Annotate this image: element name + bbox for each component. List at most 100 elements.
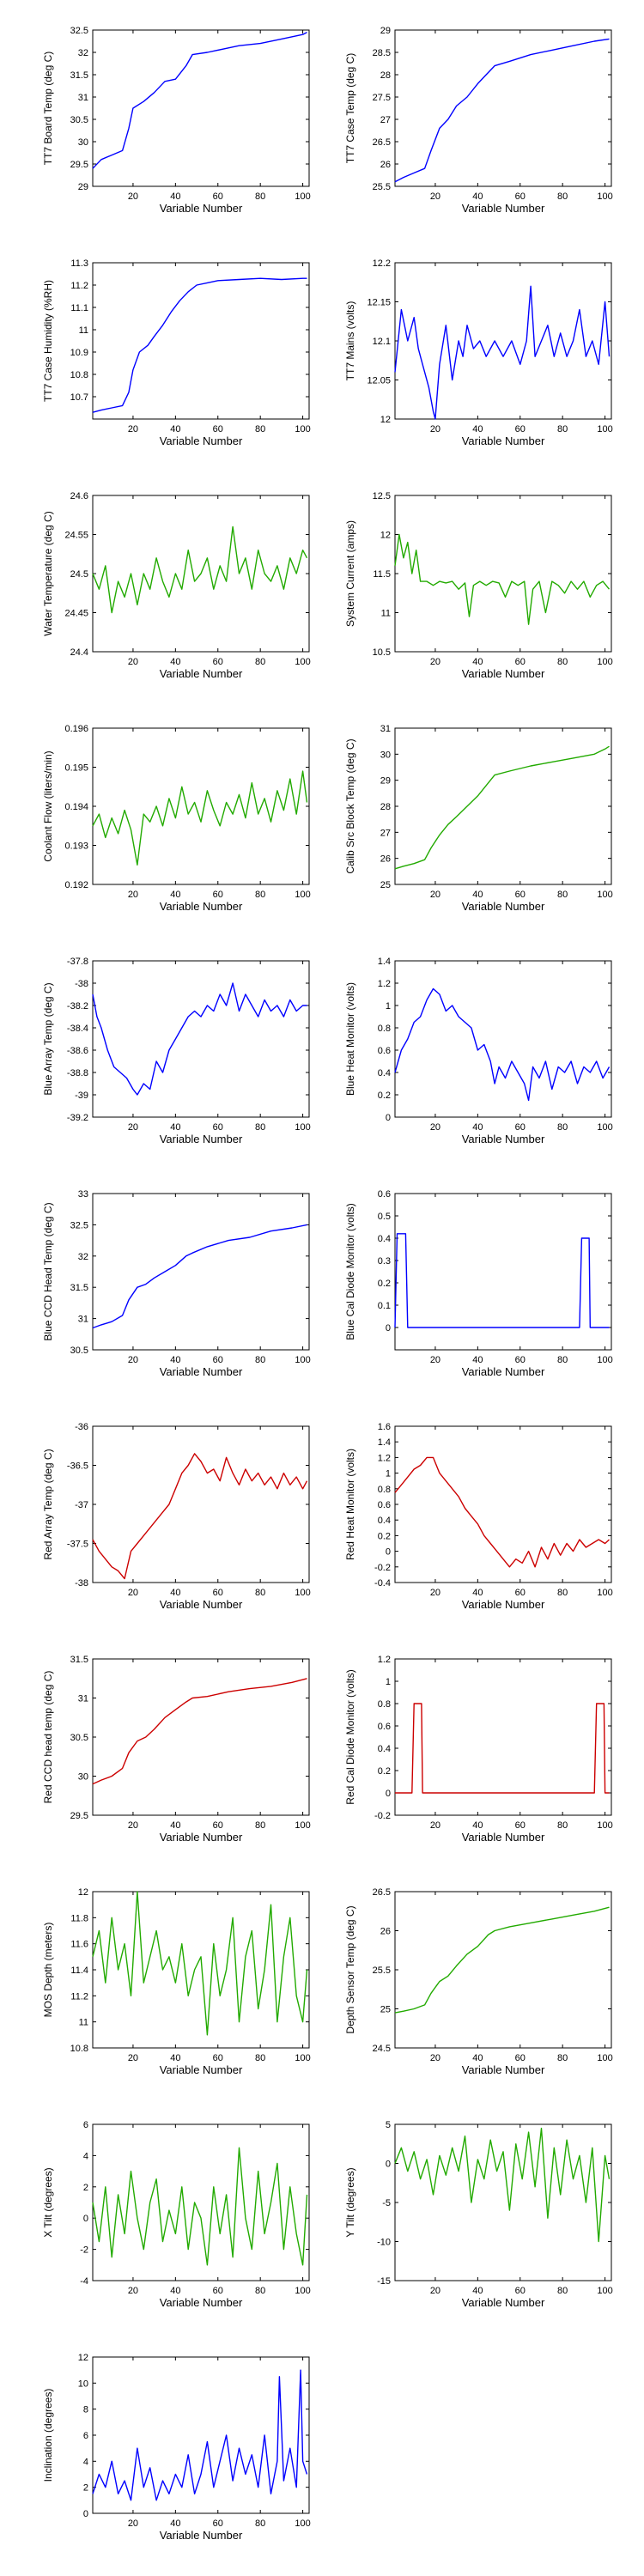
y-axis-label: Red Array Temp (deg C): [42, 1449, 54, 1559]
y-tick-label: 11.2: [70, 281, 88, 291]
x-tick-label: 20: [128, 191, 138, 202]
y-tick-label: 12: [380, 415, 391, 425]
plot-frame: [92, 1891, 310, 2049]
x-tick-label: 100: [295, 1588, 310, 1598]
x-tick-label: 40: [472, 1355, 483, 1365]
x-tick-label: 40: [170, 2286, 180, 2296]
x-tick-label: 60: [515, 1122, 526, 1133]
y-tick-label: 29.5: [70, 1811, 88, 1821]
x-tick-label: 20: [128, 1355, 138, 1365]
y-tick-label: 0: [386, 2160, 391, 2170]
x-tick-label: 20: [128, 2053, 138, 2063]
y-tick-label: 25: [380, 880, 391, 890]
y-tick-label: 5: [386, 2120, 391, 2130]
x-tick-label: 40: [170, 424, 180, 434]
y-tick-label: -38: [75, 1578, 88, 1589]
y-tick-label: 0.196: [64, 724, 88, 734]
x-tick-label: 100: [597, 1122, 612, 1133]
y-tick-label: 11.3: [70, 258, 88, 269]
data-series-line: [92, 770, 308, 866]
x-tick-label: 20: [430, 657, 440, 667]
y-tick-label: -0.4: [374, 1578, 391, 1589]
chart-panel-20: -15 -10 -5 0 5 20 40 60 80 100 Variable Number Y Ti…: [344, 2120, 613, 2309]
x-tick-label: 80: [255, 1588, 265, 1598]
y-tick-label: 12.5: [373, 491, 391, 501]
y-tick-label: 0: [386, 1789, 391, 1799]
y-tick-label: 1: [386, 1469, 391, 1479]
y-tick-label: -0.2: [374, 1563, 391, 1573]
plot-frame: [394, 1425, 612, 1583]
y-tick-label: -36.5: [67, 1461, 88, 1472]
chart-panel-7: 0.192 0.193 0.194 0.195 0.196 20 40 60 80 100 Vari…: [42, 724, 311, 913]
x-tick-label: 20: [128, 1122, 138, 1133]
y-tick-label: 0.4: [378, 1234, 391, 1244]
x-tick-label: 20: [128, 1820, 138, 1831]
x-axis-label: Variable Number: [160, 434, 243, 447]
x-tick-label: 60: [213, 1122, 223, 1133]
y-tick-label: 11: [381, 609, 391, 619]
plot-frame: [394, 960, 612, 1118]
y-axis-label: Blue Cal Diode Monitor (volts): [344, 1203, 356, 1340]
data-series-line: [92, 1453, 308, 1580]
y-axis-label: TT7 Case Temp (deg C): [344, 53, 356, 164]
y-tick-label: 12: [78, 1887, 88, 1898]
y-axis-label: Calib Src Block Temp (deg C): [344, 738, 356, 873]
y-tick-label: 26.5: [373, 137, 391, 148]
chart-panel-2: 25.5 26 26.5 27 27.5 28 28.5 29 20 40 60 80 100 Varia…: [344, 26, 613, 215]
x-tick-label: 60: [515, 2286, 526, 2296]
y-tick-label: 11.2: [70, 1991, 88, 2002]
x-tick-label: 60: [213, 2053, 223, 2063]
y-tick-label: 0.8: [378, 1699, 391, 1710]
y-tick-label: 27: [380, 828, 391, 838]
y-tick-label: 0.193: [64, 841, 88, 852]
y-tick-label: 0.4: [378, 1744, 391, 1754]
y-tick-label: 26: [380, 160, 391, 170]
x-tick-label: 40: [170, 191, 180, 202]
data-series-line: [92, 1224, 307, 1329]
data-series-line: [394, 987, 611, 1102]
x-tick-label: 100: [295, 2286, 310, 2296]
y-tick-label: 8: [83, 2405, 88, 2415]
x-axis-label: Variable Number: [160, 1365, 243, 1378]
x-tick-label: 20: [430, 191, 440, 202]
y-tick-label: 25.5: [373, 182, 391, 192]
data-series-line: [394, 1906, 610, 2014]
plot-frame: [394, 1193, 612, 1351]
x-tick-label: 60: [213, 1355, 223, 1365]
y-tick-label: 33: [78, 1189, 88, 1200]
x-tick-label: 80: [557, 2053, 568, 2063]
y-tick-label: 11.8: [70, 1913, 88, 1923]
y-axis-label: Blue Array Temp (deg C): [42, 982, 54, 1095]
plot-frame: [92, 960, 310, 1118]
y-tick-label: 1.4: [378, 1437, 391, 1448]
y-tick-label: 24.6: [70, 491, 88, 501]
chart-panel-17: 10.8 11 11.2 11.4 11.6 11.8 12 20 40 60 80 100 Varia…: [42, 1887, 311, 2076]
y-tick-label: 10.8: [70, 2044, 88, 2054]
chart-panel-5: 24.4 24.45 24.5 24.55 24.6 20 40 60 80 100 Variabl…: [42, 491, 311, 680]
x-tick-label: 100: [597, 890, 612, 900]
y-axis-label: Blue Heat Monitor (volts): [344, 982, 356, 1096]
y-tick-label: 27: [380, 115, 391, 125]
y-tick-label: 28.5: [373, 48, 391, 58]
x-axis-label: Variable Number: [160, 1133, 243, 1145]
x-tick-label: 100: [597, 2286, 612, 2296]
y-tick-label: 0.8: [378, 1024, 391, 1034]
plot-frame: [92, 262, 310, 420]
x-tick-label: 80: [255, 2053, 265, 2063]
y-tick-label: 2: [83, 2483, 88, 2494]
y-tick-label: 0.4: [378, 1516, 391, 1526]
x-tick-label: 60: [213, 2518, 223, 2529]
x-tick-label: 60: [515, 424, 526, 434]
y-tick-label: -38.2: [67, 1001, 88, 1012]
x-tick-label: 60: [213, 2286, 223, 2296]
x-tick-label: 40: [170, 1588, 180, 1598]
x-tick-label: 20: [430, 2053, 440, 2063]
data-series-line: [92, 277, 307, 413]
x-tick-label: 20: [128, 2518, 138, 2529]
y-tick-label: 0: [83, 2214, 88, 2224]
y-tick-label: 32: [78, 48, 88, 58]
x-axis-label: Variable Number: [462, 202, 545, 215]
x-axis-label: Variable Number: [462, 1831, 545, 1844]
x-axis-label: Variable Number: [462, 900, 545, 913]
y-tick-label: 12: [78, 2353, 88, 2363]
